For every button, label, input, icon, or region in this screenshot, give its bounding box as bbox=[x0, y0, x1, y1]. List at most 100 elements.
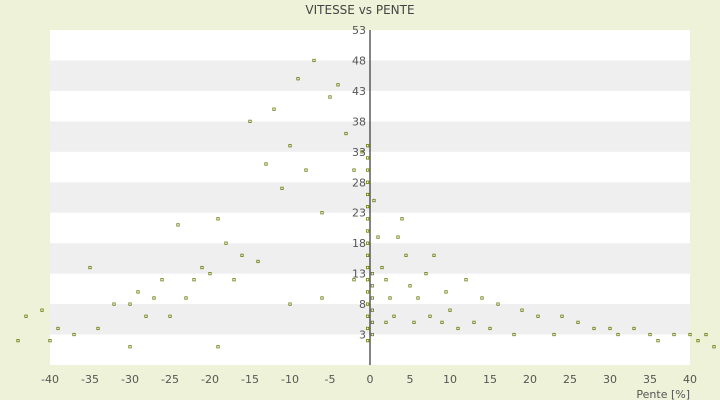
data-point bbox=[440, 320, 444, 324]
x-tick-label: 10 bbox=[443, 373, 457, 386]
data-point bbox=[372, 198, 376, 203]
data-point bbox=[370, 272, 375, 276]
data-point bbox=[412, 320, 416, 324]
data-point bbox=[696, 339, 700, 343]
data-point bbox=[296, 77, 300, 81]
data-point bbox=[408, 284, 412, 288]
data-point bbox=[264, 162, 268, 166]
data-points bbox=[16, 58, 716, 349]
data-point bbox=[160, 278, 164, 282]
data-point bbox=[248, 119, 252, 123]
x-tick-label: -5 bbox=[325, 373, 336, 386]
data-point bbox=[216, 345, 220, 349]
data-point bbox=[176, 223, 180, 227]
x-tick-label: 0 bbox=[367, 373, 374, 386]
data-point bbox=[365, 192, 370, 197]
x-tick-labels: -40 -35 -30 -25 -20 -15 -10 -5 0 5 10 15 20 25 30 35 40 bbox=[41, 373, 697, 386]
data-point bbox=[288, 144, 292, 148]
x-tick-label: 40 bbox=[683, 373, 697, 386]
data-point bbox=[216, 217, 220, 221]
y-tick-label: 23 bbox=[352, 207, 366, 220]
data-point bbox=[240, 253, 244, 257]
data-point bbox=[16, 339, 20, 343]
data-point bbox=[380, 265, 384, 270]
y-tick-label: 8 bbox=[359, 298, 366, 311]
data-point bbox=[365, 302, 370, 306]
data-point bbox=[360, 150, 364, 154]
data-point bbox=[365, 144, 370, 148]
data-point bbox=[88, 265, 92, 270]
y-tick-label: 18 bbox=[352, 237, 366, 250]
data-point bbox=[400, 217, 404, 221]
data-point bbox=[370, 308, 375, 312]
data-point bbox=[184, 296, 188, 300]
data-point bbox=[520, 308, 524, 312]
data-point bbox=[128, 302, 132, 306]
data-point bbox=[365, 253, 370, 257]
data-point bbox=[24, 314, 28, 318]
data-point bbox=[365, 229, 370, 233]
data-point bbox=[365, 180, 370, 184]
data-point bbox=[56, 326, 60, 331]
x-tick-label: -10 bbox=[281, 373, 299, 386]
data-point bbox=[365, 290, 370, 294]
data-point bbox=[144, 314, 148, 318]
data-point bbox=[40, 308, 44, 312]
data-point bbox=[428, 314, 432, 318]
data-point bbox=[384, 320, 388, 324]
y-tick-label: 3 bbox=[359, 329, 366, 342]
data-point bbox=[370, 332, 375, 337]
x-tick-label: -25 bbox=[161, 373, 179, 386]
x-tick-label: -35 bbox=[81, 373, 99, 386]
y-tick-label: 53 bbox=[352, 24, 366, 37]
data-point bbox=[404, 253, 408, 257]
data-point bbox=[388, 296, 392, 300]
y-tick-label: 33 bbox=[352, 146, 366, 159]
data-point bbox=[416, 296, 420, 300]
data-point bbox=[128, 345, 132, 349]
x-tick-label: -40 bbox=[41, 373, 59, 386]
data-point bbox=[352, 278, 356, 282]
data-point bbox=[112, 302, 116, 306]
data-point bbox=[96, 326, 100, 331]
data-point bbox=[688, 332, 692, 337]
x-tick-label: -20 bbox=[201, 373, 219, 386]
data-point bbox=[136, 290, 140, 294]
x-tick-label: 5 bbox=[407, 373, 414, 386]
data-point bbox=[536, 314, 540, 318]
data-point bbox=[72, 332, 76, 337]
data-point bbox=[328, 95, 332, 99]
data-point bbox=[192, 278, 196, 282]
data-point bbox=[152, 296, 156, 300]
data-point bbox=[288, 302, 292, 306]
data-point bbox=[432, 253, 436, 257]
data-point bbox=[365, 241, 370, 245]
x-tick-label: 15 bbox=[483, 373, 497, 386]
x-tick-label: -30 bbox=[121, 373, 139, 386]
data-point bbox=[365, 156, 370, 160]
data-point bbox=[224, 241, 228, 245]
y-tick-label: 48 bbox=[352, 54, 366, 67]
data-point bbox=[370, 284, 375, 288]
data-point bbox=[370, 296, 375, 300]
data-point bbox=[456, 326, 460, 331]
x-tick-label: 30 bbox=[603, 373, 617, 386]
x-tick-label: -15 bbox=[241, 373, 259, 386]
data-point bbox=[280, 186, 284, 190]
data-point bbox=[365, 205, 370, 209]
data-point bbox=[365, 278, 370, 282]
data-point bbox=[344, 131, 348, 136]
data-point bbox=[168, 314, 172, 318]
data-point bbox=[48, 339, 52, 343]
data-point bbox=[365, 265, 370, 270]
data-point bbox=[365, 168, 370, 172]
data-point bbox=[576, 320, 580, 324]
data-point bbox=[304, 168, 308, 172]
y-tick-label: 38 bbox=[352, 115, 366, 128]
data-point bbox=[608, 326, 612, 331]
data-point bbox=[336, 83, 340, 87]
data-point bbox=[704, 332, 708, 337]
data-point bbox=[448, 308, 452, 312]
x-tick-label: 20 bbox=[523, 373, 537, 386]
data-point bbox=[272, 107, 276, 111]
